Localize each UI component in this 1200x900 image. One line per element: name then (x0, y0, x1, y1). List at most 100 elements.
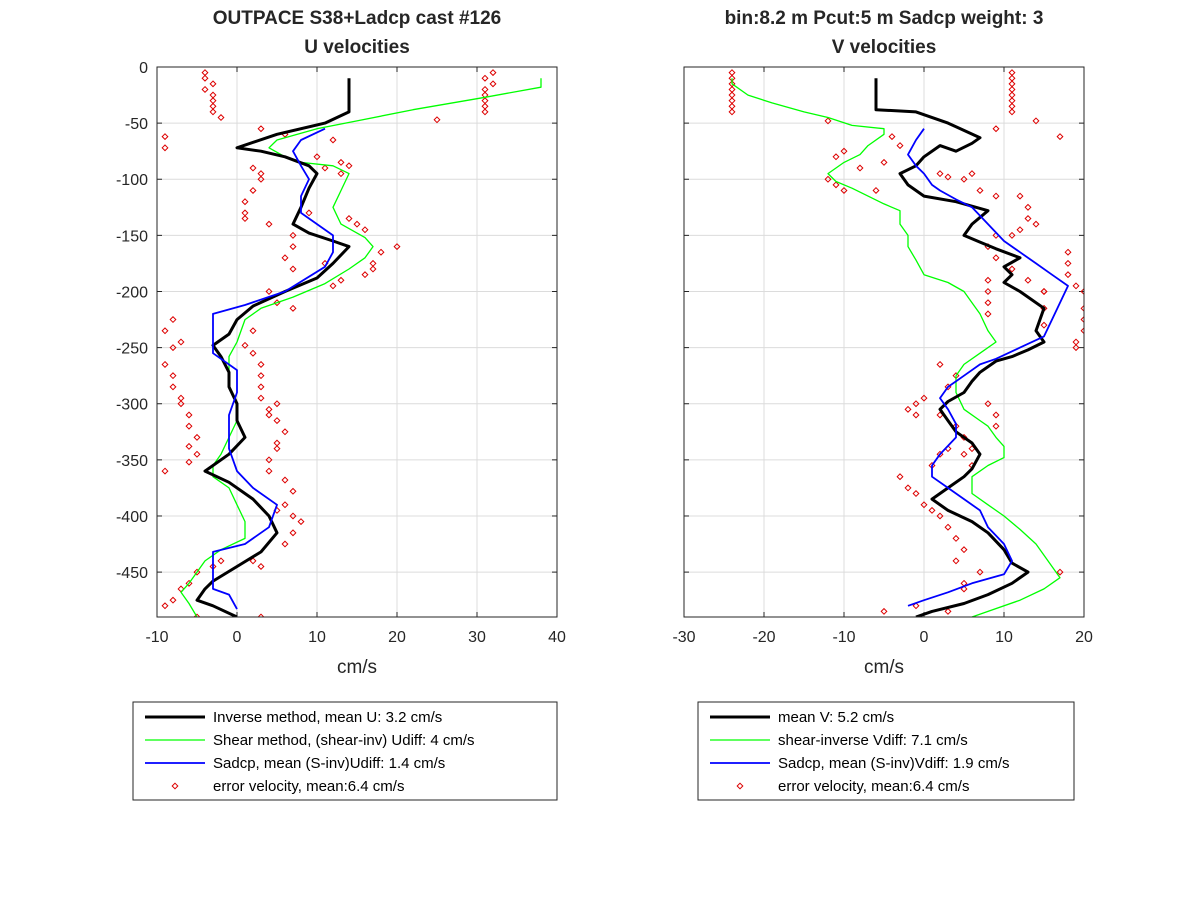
error-velocity-marker (1008, 265, 1016, 273)
error-velocity-marker (305, 209, 313, 217)
x-tick-label: 20 (1075, 629, 1093, 646)
error-velocity-marker (185, 579, 193, 587)
error-velocity-marker (169, 344, 177, 352)
error-velocity-marker (832, 181, 840, 189)
legend-entry-label: mean V: 5.2 cm/s (778, 709, 894, 726)
error-velocity-marker (481, 108, 489, 116)
error-velocity-marker (984, 400, 992, 408)
error-velocity-marker (345, 162, 353, 170)
error-velocity-marker (888, 133, 896, 141)
legend-entry-label: Shear method, (shear-inv) Udiff: 4 cm/s (213, 732, 475, 749)
error-velocity-marker (1064, 259, 1072, 267)
plot-content (161, 69, 542, 617)
x-tick-label: 20 (388, 629, 406, 646)
error-velocity-marker (944, 523, 952, 531)
error-velocity-marker (433, 116, 441, 124)
error-velocity-marker (201, 74, 209, 82)
series-line-line (907, 128, 1069, 607)
error-velocity-marker (185, 422, 193, 430)
error-velocity-marker (313, 153, 321, 161)
y-tick-label: -200 (116, 284, 148, 301)
error-velocity-marker (824, 117, 832, 125)
error-velocity-marker (241, 341, 249, 349)
u-legend: Inverse method, mean U: 3.2 cm/s Shear me… (132, 701, 558, 801)
error-velocity-marker (169, 596, 177, 604)
error-velocity-marker (257, 394, 265, 402)
error-velocity-marker (177, 400, 185, 408)
error-velocity-marker (1072, 344, 1080, 352)
error-velocity-marker (249, 186, 257, 194)
error-velocity-marker (289, 304, 297, 312)
error-velocity-marker (161, 133, 169, 141)
error-velocity-marker (217, 114, 225, 122)
error-velocity-marker (960, 450, 968, 458)
error-velocity-marker (944, 607, 952, 615)
legend-entry-label: Inverse method, mean U: 3.2 cm/s (213, 709, 442, 726)
error-velocity-marker (161, 467, 169, 475)
error-velocity-marker (249, 327, 257, 335)
error-velocity-marker (393, 243, 401, 251)
error-velocity-marker (824, 175, 832, 183)
error-velocity-marker (1032, 220, 1040, 228)
error-velocity-marker (489, 80, 497, 88)
error-velocity-marker (257, 360, 265, 368)
error-velocity-marker (1024, 203, 1032, 211)
error-velocity-marker (1064, 271, 1072, 279)
y-tick-label: -450 (116, 565, 148, 582)
error-velocity-marker (265, 467, 273, 475)
error-velocity-marker (241, 198, 249, 206)
error-velocity-marker (297, 518, 305, 526)
error-velocity-marker (289, 243, 297, 251)
series-line-thick-line (195, 78, 351, 617)
error-velocity-marker (193, 613, 201, 617)
y-tick-label: -400 (116, 509, 148, 526)
error-velocity-marker (952, 534, 960, 542)
y-tick-label: 0 (139, 60, 148, 77)
error-velocity-marker (912, 490, 920, 498)
error-velocity-marker (345, 215, 353, 223)
error-velocity-marker (281, 428, 289, 436)
error-velocity-marker (289, 265, 297, 273)
u-panel-title: OUTPACE S38+Ladcp cast #126 (213, 8, 501, 29)
error-velocity-marker (1024, 215, 1032, 223)
v-panel-subtitle: V velocities (832, 37, 937, 58)
error-velocity-marker (960, 175, 968, 183)
legend-entry-label: error velocity, mean:6.4 cm/s (213, 778, 404, 795)
error-velocity-marker (185, 458, 193, 466)
error-velocity-marker (952, 557, 960, 565)
error-velocity-marker (856, 164, 864, 172)
error-velocity-marker (1040, 321, 1048, 329)
error-velocity-marker (265, 456, 273, 464)
error-velocity-marker (984, 310, 992, 318)
error-velocity-marker (489, 69, 497, 77)
error-velocity-marker (1080, 316, 1084, 324)
error-velocity-marker (249, 349, 257, 357)
error-velocity-marker (257, 125, 265, 133)
error-velocity-marker (1080, 304, 1084, 312)
series-line-thin-line (180, 78, 542, 617)
error-velocity-marker (369, 265, 377, 273)
error-velocity-marker (992, 254, 1000, 262)
legend-entry-label: Sadcp, mean (S-inv)Vdiff: 1.9 cm/s (778, 755, 1009, 772)
error-velocity-marker (289, 231, 297, 239)
error-velocity-marker (337, 170, 345, 178)
error-velocity-marker (321, 164, 329, 172)
error-velocity-marker (880, 607, 888, 615)
error-velocity-marker (281, 540, 289, 548)
error-velocity-marker (992, 422, 1000, 430)
error-velocity-marker (265, 220, 273, 228)
error-velocity-marker (1008, 108, 1016, 116)
legend-marker-diamond (736, 782, 744, 790)
error-velocity-marker (289, 529, 297, 537)
error-velocity-marker (257, 613, 265, 617)
error-velocity-marker (257, 175, 265, 183)
v-x-axis-label: cm/s (864, 657, 904, 678)
y-tick-label: -250 (116, 341, 148, 358)
error-velocity-marker (832, 153, 840, 161)
error-velocity-marker (169, 383, 177, 391)
error-velocity-marker (161, 144, 169, 152)
error-velocity-marker (193, 433, 201, 441)
error-velocity-marker (481, 74, 489, 82)
error-velocity-marker (273, 400, 281, 408)
error-velocity-marker (904, 484, 912, 492)
